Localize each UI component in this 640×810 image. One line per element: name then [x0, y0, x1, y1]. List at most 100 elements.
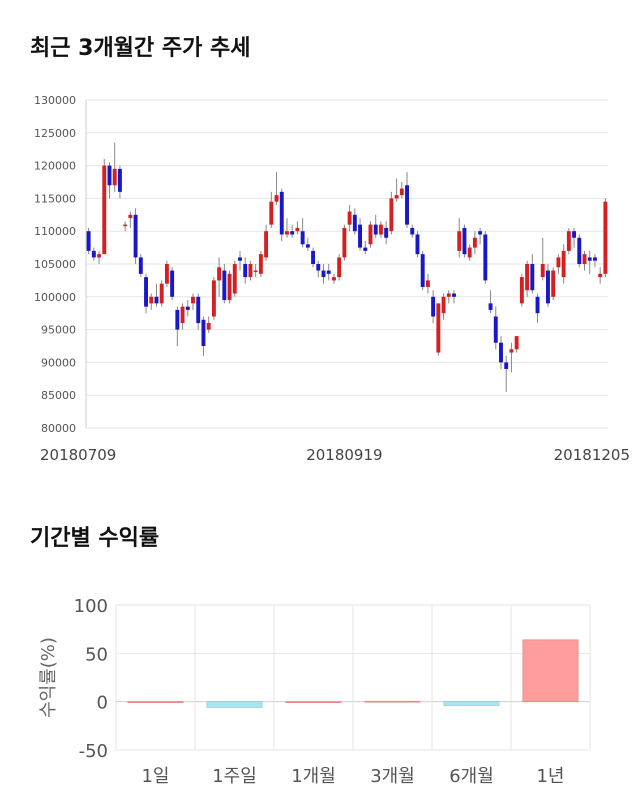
candle-body	[462, 227, 467, 255]
candle-body	[196, 296, 201, 324]
candle-body	[311, 250, 316, 264]
candle-body	[264, 231, 269, 258]
candle-body	[144, 277, 148, 307]
candle-body	[97, 254, 102, 258]
return-bar	[364, 700, 421, 703]
y-tick-label: 100000	[34, 291, 76, 304]
candle-body	[566, 231, 571, 251]
candle-body	[279, 191, 284, 235]
x-tick-label: 20181205	[554, 446, 630, 464]
y-tick-label: 100	[74, 596, 108, 617]
x-tick-label: 3개월	[370, 766, 415, 787]
candle-body	[102, 165, 107, 255]
candle-body	[107, 165, 112, 186]
candle-body	[441, 296, 446, 314]
candle-body	[509, 349, 514, 353]
candle-body	[535, 296, 540, 314]
candle-body	[128, 214, 133, 219]
stock-candlestick-chart: 80000 85000 90000 95000 100000 105000 110000 11…	[34, 94, 630, 464]
y-tick-label: 85000	[41, 389, 76, 402]
candle-body	[191, 296, 195, 304]
candle-body	[373, 224, 378, 235]
candle-body	[138, 257, 143, 274]
candle-body	[488, 303, 493, 310]
y-tick-label: 0	[97, 693, 108, 714]
candle-body	[290, 231, 295, 235]
candle-body	[399, 188, 404, 196]
candle-body	[598, 273, 603, 278]
y-tick-label: -50	[79, 741, 108, 762]
candle-body	[243, 264, 248, 278]
candle-body	[217, 267, 222, 281]
x-tick-label: 1년	[536, 766, 564, 787]
candle-body	[525, 264, 530, 291]
candle-body	[154, 296, 159, 304]
candle-body	[483, 234, 488, 281]
candle-body	[232, 264, 237, 294]
candle-body	[185, 306, 190, 310]
candle-body	[253, 270, 258, 273]
y-tick-label: 115000	[34, 192, 76, 205]
candle-body	[300, 231, 305, 245]
y-tick-label: 110000	[34, 225, 76, 238]
candle-body	[201, 319, 206, 346]
candle-body	[112, 168, 117, 186]
y-tick-label: 130000	[34, 94, 76, 107]
candle-body	[519, 277, 524, 304]
candle-body	[159, 283, 164, 304]
candle-body	[326, 270, 331, 274]
return-bar	[443, 701, 500, 706]
candle-body	[561, 250, 566, 278]
candle-body	[572, 231, 577, 238]
candle-body	[117, 168, 122, 192]
candle-body	[389, 198, 394, 232]
candle-body	[238, 257, 242, 261]
candle-body	[577, 237, 582, 264]
candle-body	[316, 264, 321, 271]
candle-body	[321, 270, 326, 278]
candle-body	[347, 211, 352, 225]
candle-body	[457, 231, 462, 251]
candle-body	[394, 195, 399, 199]
candle-body	[285, 231, 289, 235]
y-tick-label: 95000	[41, 324, 76, 337]
y-axis-label: 수익률(%)	[38, 637, 59, 718]
candle-body	[472, 237, 477, 248]
candle-body	[378, 224, 383, 235]
candle-body	[91, 250, 96, 258]
return-bar	[206, 701, 263, 708]
y-tick-label: 90000	[41, 356, 76, 369]
candle-body	[180, 306, 185, 324]
y-tick-label: 80000	[41, 422, 76, 435]
x-tick-label: 6개월	[449, 766, 494, 787]
x-tick-label: 20180709	[40, 446, 116, 464]
return-bar	[522, 639, 579, 702]
candle-body	[133, 214, 138, 258]
stock-chart-title: 최근 3개월간 주가 추세	[30, 36, 251, 61]
x-tick-label: 1개월	[291, 766, 336, 787]
return-bar	[285, 701, 342, 703]
candle-body	[410, 227, 415, 235]
candle-body	[530, 264, 535, 291]
candle-body	[446, 293, 451, 297]
candle-body	[467, 247, 472, 258]
candle-body	[368, 224, 373, 245]
candle-body	[170, 270, 175, 297]
x-tick-label: 20180919	[306, 446, 382, 464]
candle-body	[352, 214, 357, 232]
candle-body	[504, 362, 509, 369]
candle-body	[123, 224, 128, 227]
candle-body	[452, 293, 456, 297]
candle-body	[227, 273, 232, 301]
y-tick-label: 125000	[34, 127, 76, 140]
candle-body	[436, 303, 441, 353]
candle-body	[384, 227, 389, 238]
candle-body	[358, 224, 363, 248]
candle-body	[420, 254, 425, 287]
candle-body	[222, 270, 227, 301]
candle-body	[342, 227, 347, 258]
candle-body	[540, 264, 545, 278]
return-bar	[127, 701, 184, 703]
candle-body	[478, 231, 483, 235]
